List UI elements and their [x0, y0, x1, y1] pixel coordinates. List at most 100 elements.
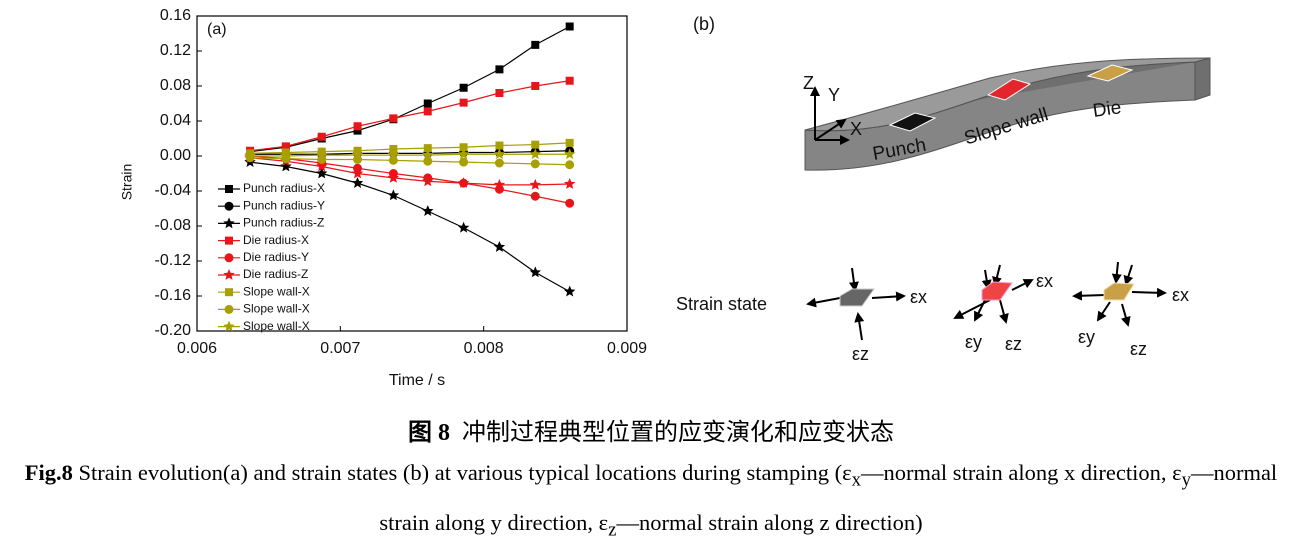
epsilon-label: εz [1130, 339, 1147, 359]
marker [457, 221, 470, 233]
marker [457, 177, 470, 188]
strain-box [1103, 282, 1135, 301]
legend-label: Punch radius-X [243, 181, 325, 195]
epsilon-label: εx [1172, 285, 1189, 305]
beam-top [804, 57, 1211, 132]
caption-label: 图 8 [408, 420, 450, 446]
caption-en: Fig.8 Strain evolution(a) and strain sta… [0, 452, 1302, 551]
marker [493, 241, 506, 252]
marker [316, 167, 328, 179]
legend-marker [224, 201, 234, 211]
marker [565, 138, 574, 147]
marker [459, 157, 469, 167]
marker [423, 107, 432, 116]
marker [564, 148, 576, 160]
marker [389, 114, 398, 123]
marker [565, 22, 574, 31]
legend-marker [223, 269, 235, 280]
legend-label: Die radius-X [243, 233, 309, 247]
axis-label: X [850, 119, 862, 139]
marker [493, 148, 506, 160]
plot-frame [196, 15, 628, 332]
marker [387, 149, 400, 160]
marker [423, 156, 433, 166]
marker [529, 266, 541, 278]
marker [531, 140, 540, 149]
box-die [1086, 64, 1134, 82]
legend-label: Punch radius-Y [243, 198, 325, 212]
marker [565, 76, 574, 85]
x-axis-title: Time / s [389, 372, 445, 389]
strain-arrows [806, 261, 1167, 341]
caption-text: Strain evolution(a) and strain states (b… [72, 460, 852, 485]
marker [495, 141, 504, 150]
marker [244, 150, 256, 161]
x-tick-label: 0.006 [177, 340, 217, 357]
marker [564, 285, 576, 297]
series-line [250, 157, 570, 166]
box-punch [888, 112, 937, 132]
figure: (a) Time / s Strain (b) Z Y X Punch Slop… [119, 7, 1211, 389]
marker [387, 171, 400, 183]
strain-box [981, 281, 1013, 301]
legend-marker [223, 217, 235, 229]
marker [457, 148, 470, 160]
location-label: Die [1091, 97, 1122, 122]
caption-text: 冲制过程典型位置的应变演化和应变状态 [462, 420, 894, 446]
marker [316, 149, 328, 160]
series-line [249, 155, 570, 204]
marker [351, 167, 364, 179]
y-tick-label: -0.20 [155, 322, 192, 339]
x-tick-label: 0.009 [607, 340, 647, 357]
marker [495, 89, 504, 97]
series-line [249, 157, 570, 186]
caption-text: —normal strain along x direction, ε [860, 460, 1182, 485]
marker [565, 198, 575, 208]
epsilon-label: εy [1078, 327, 1095, 347]
marker [351, 177, 364, 188]
series-line [249, 25, 570, 153]
series-line [249, 161, 570, 293]
y-axis-title: Strain [119, 164, 135, 201]
marker [459, 83, 468, 92]
legend-label: Die radius-Z [243, 267, 308, 281]
caption-label: Fig.8 [24, 460, 73, 485]
caption-text: —normal strain along z direction) [616, 509, 923, 535]
marker [459, 143, 468, 152]
marker [353, 126, 362, 135]
legend-label: Slope wall-X [243, 302, 310, 316]
legend-label: Die radius-Y [243, 250, 309, 264]
legend-marker [224, 253, 234, 263]
strain-box [839, 288, 875, 307]
marker [422, 149, 434, 160]
y-tick-label: -0.16 [155, 287, 192, 304]
series-line [249, 80, 570, 152]
legend-marker [225, 236, 233, 245]
marker [459, 98, 468, 107]
marker [281, 142, 290, 151]
legend-marker [223, 320, 235, 332]
marker [423, 144, 432, 153]
marker [530, 159, 540, 169]
marker [280, 150, 292, 161]
epsilon-label: εx [910, 287, 927, 307]
y-tick-label: 0.04 [160, 112, 191, 129]
strain-state-label: Strain state [676, 294, 767, 314]
marker [351, 149, 364, 160]
marker [531, 82, 540, 90]
legend-label: Punch radius-Z [243, 216, 324, 230]
y-tick-label: 0.00 [160, 147, 191, 164]
marker [529, 178, 541, 190]
marker [565, 160, 575, 170]
epsilon-label: εx [1036, 271, 1053, 291]
caption-zh: 图 8 冲制过程典型位置的应变演化和应变状态 [0, 412, 1302, 447]
series-line [250, 153, 570, 157]
marker [531, 40, 540, 49]
marker [529, 148, 541, 160]
legend-marker [225, 185, 233, 193]
marker [423, 99, 432, 108]
marker [422, 205, 434, 216]
series-line [250, 150, 570, 155]
marker [316, 160, 328, 172]
box-slope [986, 78, 1032, 101]
